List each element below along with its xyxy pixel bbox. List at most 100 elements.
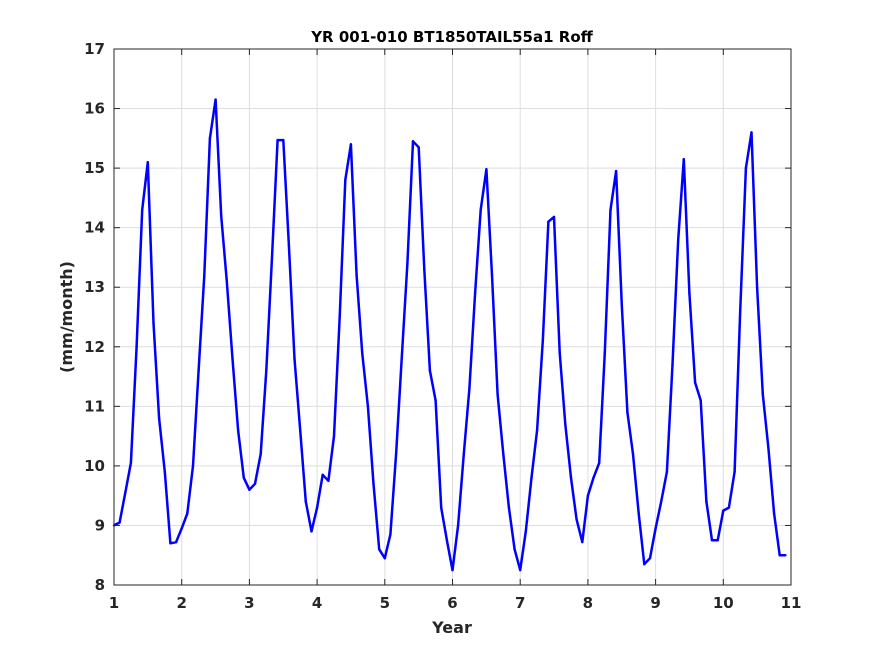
x-tick-label: 11	[781, 594, 802, 612]
data-point	[293, 357, 296, 360]
x-tick-label: 6	[447, 594, 457, 612]
data-point	[225, 280, 228, 283]
data-point	[699, 399, 702, 402]
data-point	[372, 482, 375, 485]
data-point	[733, 470, 736, 473]
data-point	[626, 411, 629, 414]
data-point	[434, 399, 437, 402]
data-point	[586, 494, 590, 497]
data-point	[361, 351, 364, 354]
data-point	[423, 268, 426, 271]
data-point	[135, 345, 138, 348]
x-tick-label: 10	[713, 594, 734, 612]
data-point	[394, 452, 398, 456]
data-point	[564, 423, 567, 426]
data-point	[191, 464, 195, 468]
data-point	[248, 488, 251, 491]
data-point	[146, 161, 149, 164]
data-point	[327, 479, 330, 482]
data-point	[660, 500, 663, 503]
data-point	[428, 369, 432, 372]
data-point	[496, 393, 499, 396]
data-point	[581, 540, 584, 544]
x-tick-label: 2	[176, 594, 186, 612]
data-point	[778, 554, 781, 557]
data-point	[631, 452, 635, 456]
data-point	[609, 208, 612, 211]
data-point	[507, 506, 511, 509]
data-point	[141, 208, 144, 211]
data-point	[705, 500, 708, 503]
data-point	[479, 208, 482, 211]
data-point	[468, 387, 471, 390]
series-layer	[112, 98, 787, 572]
data-point	[519, 568, 522, 572]
data-point	[451, 568, 454, 572]
y-tick-label: 11	[84, 397, 105, 415]
data-point	[739, 309, 742, 313]
data-point	[513, 548, 516, 551]
x-tick-label: 4	[312, 594, 322, 612]
data-point	[270, 256, 274, 259]
data-point	[592, 476, 595, 479]
data-point	[169, 542, 172, 545]
data-point	[541, 339, 544, 342]
data-point	[163, 470, 166, 473]
data-point	[315, 506, 319, 509]
data-point	[535, 429, 539, 432]
data-point	[671, 363, 674, 366]
data-point	[265, 369, 268, 372]
data-point	[180, 527, 183, 530]
data-point	[744, 166, 748, 170]
data-point	[231, 357, 234, 360]
data-point	[558, 351, 561, 354]
data-point	[197, 369, 200, 372]
data-point	[344, 178, 347, 182]
data-point	[722, 509, 725, 512]
data-point	[349, 143, 353, 146]
data-point	[124, 491, 127, 494]
y-tick-label: 13	[84, 278, 105, 296]
data-point	[750, 131, 753, 134]
data-point	[530, 476, 533, 479]
x-tick-labels: 1 2 3 4 5 6 7 8 9 10 11	[109, 594, 802, 612]
chart-title: YR 001-010 BT1850TAIL55a1 Roff	[310, 28, 593, 46]
data-point	[338, 315, 341, 319]
data-point	[118, 521, 121, 524]
y-axis-label: (mm/month)	[57, 261, 76, 373]
data-point	[575, 518, 578, 521]
data-point	[710, 539, 714, 542]
data-point	[761, 393, 764, 396]
data-point	[236, 429, 240, 432]
y-tick-label: 16	[84, 100, 105, 118]
y-tick-label: 10	[84, 457, 105, 475]
data-point	[366, 405, 370, 408]
y-tick-labels: 8 9 10 11 12 13 14 15 16 17	[84, 40, 105, 594]
data-point	[677, 238, 680, 241]
x-tick-label: 9	[650, 594, 660, 612]
data-point	[174, 540, 178, 544]
data-point	[214, 98, 217, 101]
data-point	[693, 381, 697, 384]
data-point	[417, 146, 420, 149]
data-point	[282, 138, 285, 142]
data-point	[220, 214, 223, 217]
data-point	[502, 452, 505, 456]
data-point	[665, 470, 669, 473]
data-point	[643, 563, 646, 566]
data-point	[259, 452, 262, 456]
data-point	[648, 557, 652, 560]
x-tick-label: 5	[380, 594, 390, 612]
data-point	[490, 274, 494, 277]
data-point	[767, 446, 770, 450]
data-point	[524, 530, 527, 533]
y-tick-label: 14	[84, 219, 105, 237]
data-point	[784, 554, 787, 557]
series-line	[113, 98, 786, 572]
data-point	[772, 512, 776, 515]
data-point	[304, 500, 307, 503]
data-point	[688, 292, 691, 295]
data-point	[152, 321, 155, 325]
x-tick-label: 7	[515, 594, 525, 612]
